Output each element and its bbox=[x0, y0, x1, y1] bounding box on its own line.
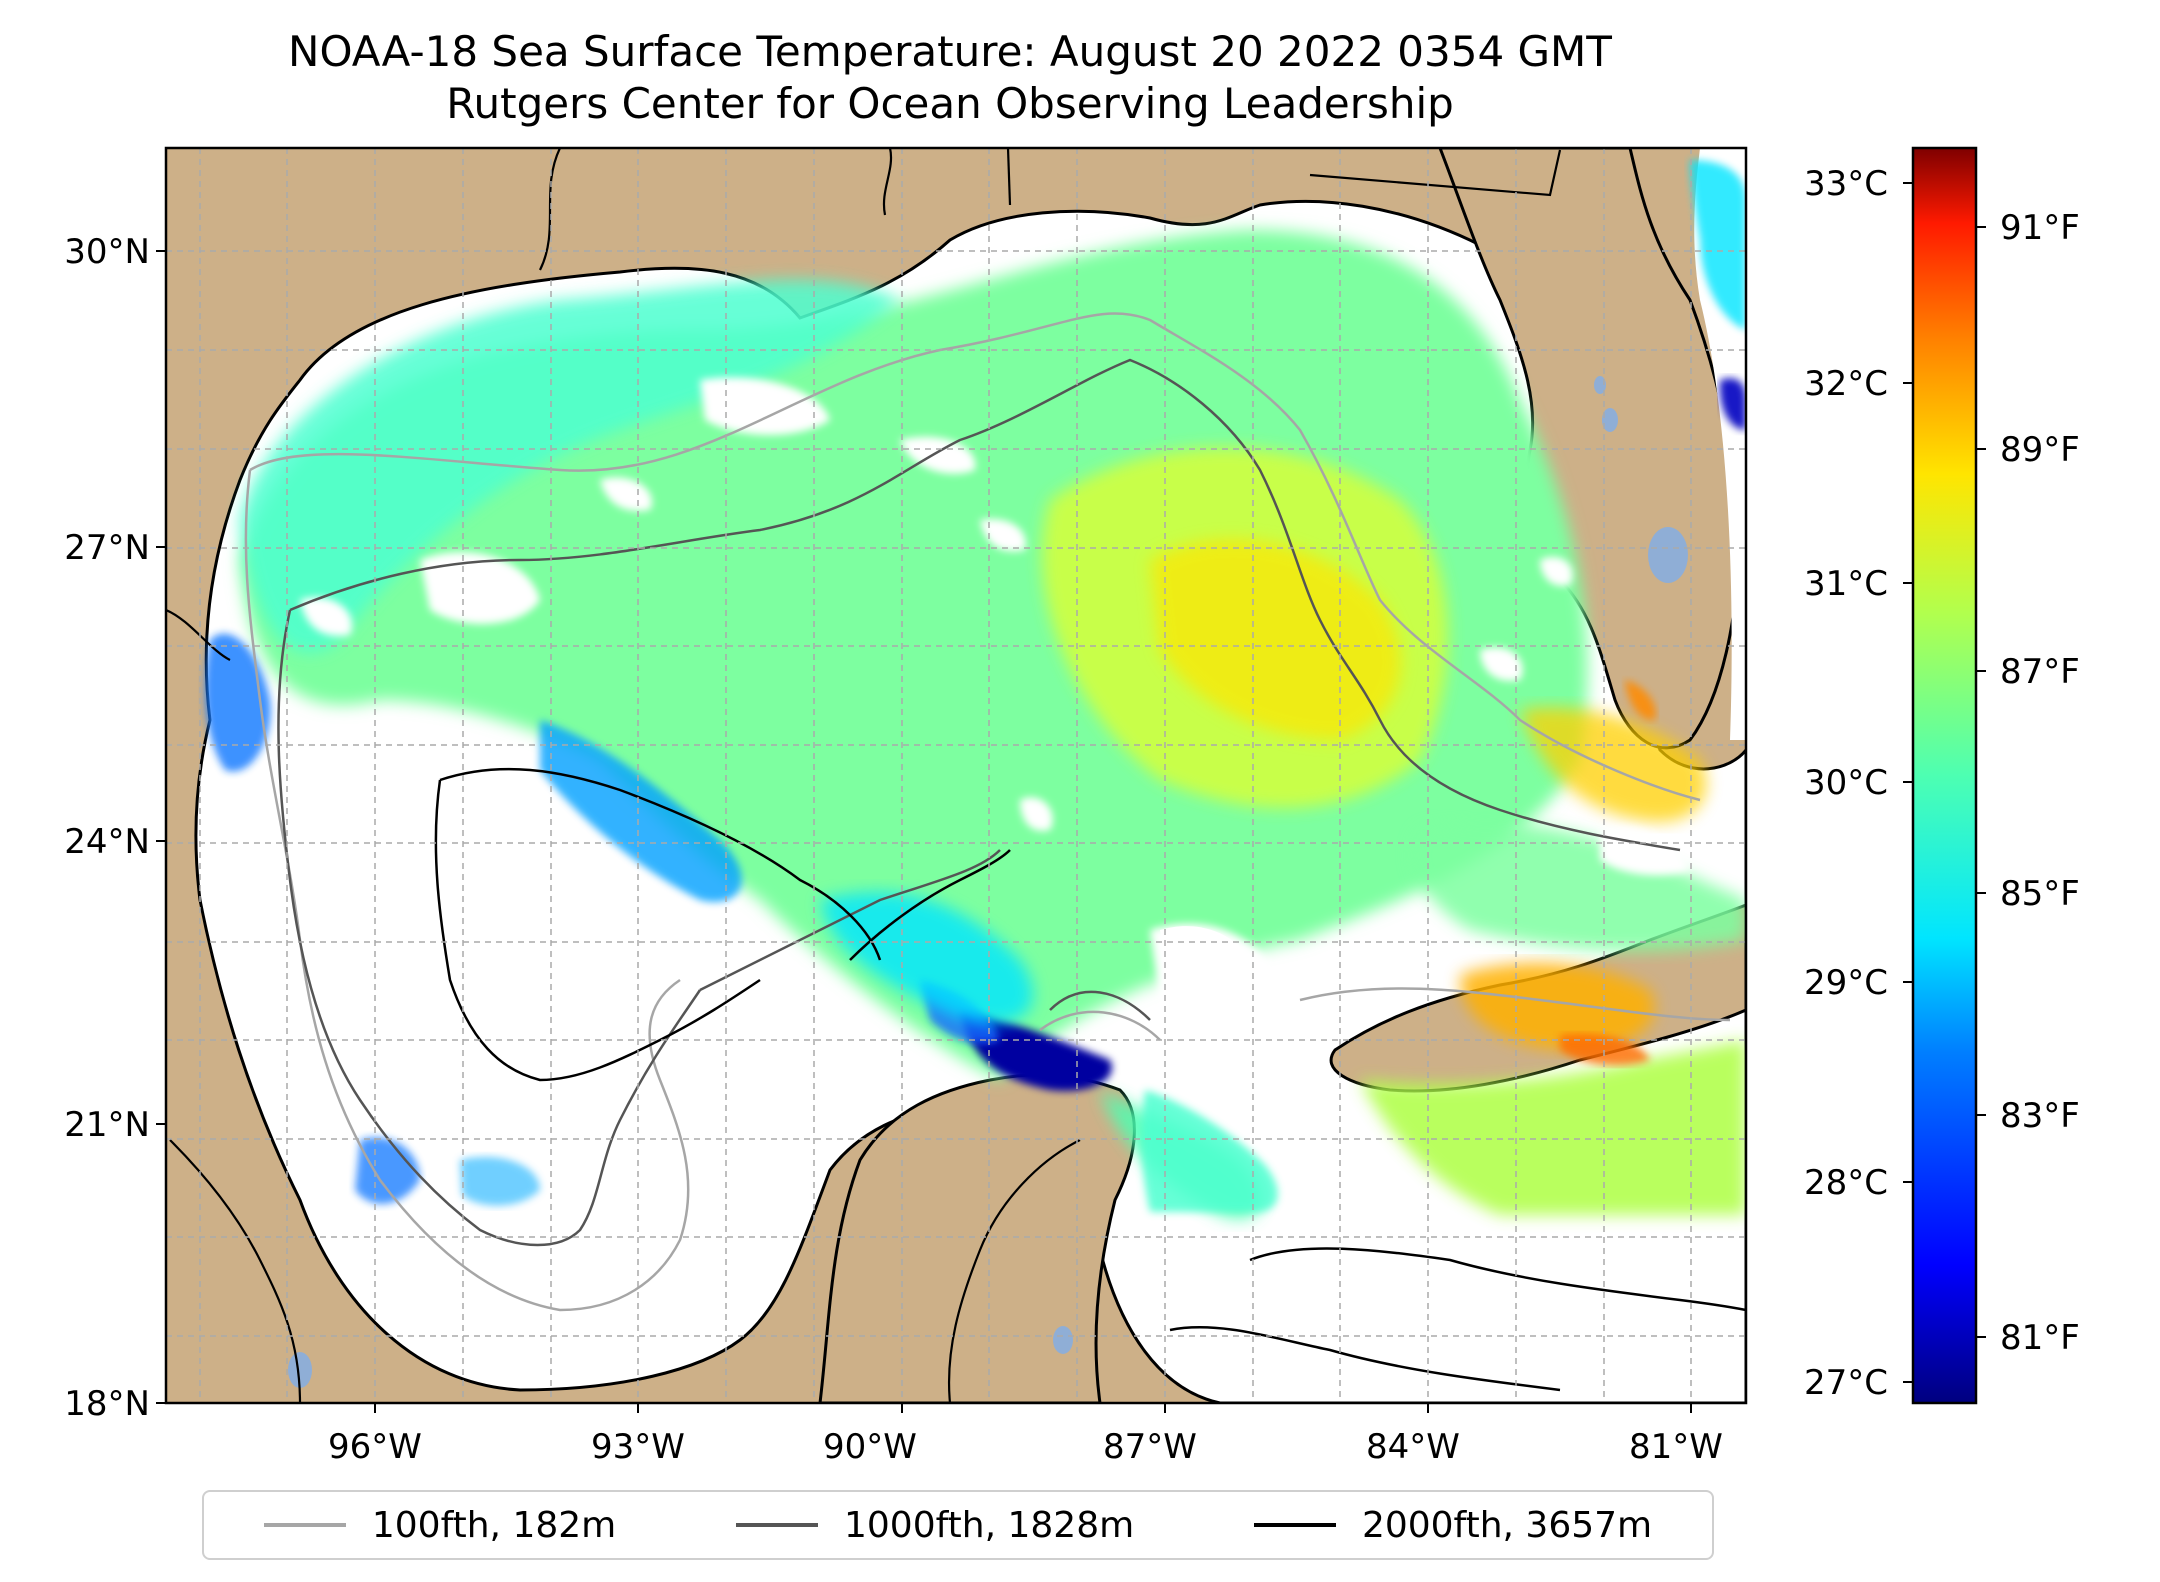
colorbar-fahrenheit-labels: 91°F 89°F 87°F 85°F 83°F 81°F bbox=[2000, 208, 2080, 1358]
colorbar-celsius-labels: 33°C 32°C 31°C 30°C 29°C 28°C 27°C bbox=[1804, 164, 1888, 1403]
fahrenheit-label-87: 87°F bbox=[2000, 652, 2080, 692]
celsius-label-29: 29°C bbox=[1804, 963, 1888, 1003]
celsius-label-27: 27°C bbox=[1804, 1363, 1888, 1403]
lat-label-27n: 27°N bbox=[64, 528, 150, 568]
fahrenheit-label-81: 81°F bbox=[2000, 1318, 2080, 1358]
lat-label-30n: 30°N bbox=[64, 232, 150, 272]
celsius-label-33: 33°C bbox=[1804, 164, 1888, 204]
legend-item-2000fth: 2000fth, 3657m bbox=[1253, 1504, 1653, 1546]
sst-data-layer bbox=[205, 160, 1746, 1219]
gridlines bbox=[166, 148, 1746, 1403]
legend-swatch-1000fth bbox=[736, 1523, 818, 1527]
map-frame bbox=[164, 146, 1748, 1405]
figure-title-block: NOAA-18 Sea Surface Temperature: August … bbox=[160, 26, 1740, 130]
latitude-labels: 30°N 27°N 24°N 21°N 18°N bbox=[64, 232, 150, 1424]
legend-swatch-2000fth bbox=[1253, 1523, 1336, 1527]
lat-label-21n: 21°N bbox=[64, 1105, 150, 1145]
figure-subtitle: Rutgers Center for Ocean Observing Leade… bbox=[446, 79, 1454, 128]
bathymetry-100fth bbox=[244, 312, 1731, 1312]
figure-title: NOAA-18 Sea Surface Temperature: August … bbox=[288, 27, 1612, 76]
fahrenheit-label-91: 91°F bbox=[2000, 208, 2080, 248]
longitude-labels: 96°W 93°W 90°W 87°W 84°W 81°W bbox=[328, 1427, 1723, 1467]
lon-label-81w: 81°W bbox=[1629, 1427, 1723, 1467]
celsius-label-31: 31°C bbox=[1804, 564, 1888, 604]
lat-label-18n: 18°N bbox=[64, 1384, 150, 1424]
inland-lakes bbox=[288, 376, 1688, 1388]
lon-label-90w: 90°W bbox=[823, 1427, 917, 1467]
colorbar-celsius-ticks bbox=[1903, 182, 1913, 1383]
map-plot-area bbox=[166, 148, 1746, 1403]
colorbar-gradient bbox=[1911, 146, 1978, 1405]
bathymetry-legend: 100fth, 182m 1000fth, 1828m 2000fth, 365… bbox=[202, 1490, 1714, 1560]
map-tick-marks bbox=[156, 250, 1692, 1413]
legend-item-1000fth: 1000fth, 1828m bbox=[736, 1505, 1134, 1546]
admin-borders bbox=[166, 148, 1562, 1403]
lon-label-93w: 93°W bbox=[591, 1427, 685, 1467]
bathymetry-2000fth bbox=[434, 767, 1746, 1392]
lon-label-87w: 87°W bbox=[1103, 1427, 1197, 1467]
legend-label-2000fth: 2000fth, 3657m bbox=[1361, 1504, 1653, 1546]
fahrenheit-label-89: 89°F bbox=[2000, 430, 2080, 470]
lon-label-96w: 96°W bbox=[328, 1427, 422, 1467]
colorbar-fahrenheit-ticks bbox=[1976, 226, 1986, 1338]
celsius-label-28: 28°C bbox=[1804, 1163, 1888, 1203]
legend-item-100fth: 100fth, 182m bbox=[263, 1504, 617, 1546]
fahrenheit-label-83: 83°F bbox=[2000, 1096, 2080, 1136]
celsius-label-30: 30°C bbox=[1804, 763, 1888, 803]
legend-label-100fth: 100fth, 182m bbox=[371, 1504, 617, 1546]
lon-label-84w: 84°W bbox=[1366, 1427, 1460, 1467]
bathymetry-1000fth bbox=[277, 358, 1681, 1247]
fahrenheit-label-85: 85°F bbox=[2000, 874, 2080, 914]
legend-label-1000fth: 1000fth, 1828m bbox=[844, 1504, 1135, 1546]
legend-swatch-100fth bbox=[263, 1523, 346, 1527]
celsius-label-32: 32°C bbox=[1804, 364, 1888, 404]
lat-label-24n: 24°N bbox=[64, 822, 150, 862]
